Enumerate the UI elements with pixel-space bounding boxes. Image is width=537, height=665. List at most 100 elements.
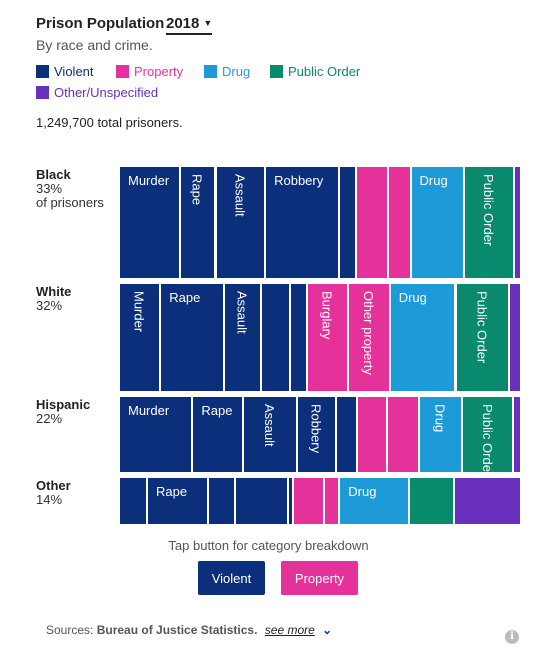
row-label-hispanic: Hispanic 22% [36, 398, 90, 426]
segment-label: Drug [432, 404, 448, 433]
segment-hispanic-public-order-8[interactable]: Public Order [463, 397, 513, 472]
see-more-link[interactable]: see more [264, 623, 315, 637]
segment-label: Drug [348, 484, 377, 499]
segment-hispanic-property-5[interactable] [358, 397, 387, 472]
row-name: Other [36, 478, 71, 493]
legend-swatch-violent [36, 65, 49, 78]
legend-label-drug: Drug [222, 64, 251, 79]
row-pct: 14% [36, 492, 63, 507]
segment-hispanic-violent-0[interactable]: Murder [120, 397, 192, 472]
segment-label: Drug [419, 173, 448, 188]
segment-label: Public Order [479, 404, 495, 472]
chevron-down-icon[interactable]: ⌄ [322, 623, 333, 637]
sources-prefix: Sources: [46, 623, 94, 637]
sources-line: Sources: Bureau of Justice Statistics. s… [46, 623, 332, 637]
segment-black-violent-3[interactable]: Robbery [266, 167, 338, 278]
row-name: Black [36, 167, 71, 182]
segment-label: Murder [128, 403, 170, 418]
segment-label: Robbery [308, 404, 324, 454]
legend-label-violent: Violent [54, 64, 94, 79]
segment-label: Robbery [274, 173, 324, 188]
segment-other-violent-2[interactable] [209, 478, 235, 524]
segment-white-other-unspecified-9[interactable] [510, 284, 520, 391]
segment-label: Burglary [319, 291, 335, 340]
row-name: White [36, 284, 72, 299]
legend-label-other: Other/Unspecified [54, 85, 159, 100]
row-label-white: White 32% [36, 285, 71, 313]
segment-label: Assault [232, 174, 248, 217]
caret-down-icon: ▼ [203, 18, 213, 28]
segment-white-violent-0[interactable]: Murder [120, 284, 160, 391]
segment-label: Rape [156, 484, 188, 499]
segment-white-violent-3[interactable] [262, 284, 290, 391]
segment-hispanic-violent-3[interactable]: Robbery [297, 397, 336, 472]
violent-button[interactable]: Violent [198, 561, 265, 595]
segment-black-property-6[interactable] [389, 167, 410, 278]
segment-white-property-5[interactable]: Burglary [308, 284, 348, 391]
property-button[interactable]: Property [281, 561, 358, 595]
total-prisoners: 1,249,700 total prisoners. [36, 115, 183, 130]
segment-white-public-order-8[interactable]: Public Order [456, 284, 509, 391]
row-label-other: Other 14% [36, 479, 71, 507]
segment-other-violent-1[interactable]: Rape [148, 478, 208, 524]
info-icon[interactable]: i [505, 630, 519, 644]
segment-black-violent-0[interactable]: Murder [120, 167, 179, 278]
segment-white-violent-4[interactable] [291, 284, 306, 391]
segment-label: Other property [361, 291, 377, 375]
chart-title: Prison Population [36, 15, 165, 32]
segment-hispanic-violent-1[interactable]: Rape [193, 397, 243, 472]
segment-hispanic-property-6[interactable] [388, 397, 419, 472]
segment-label: Public Order [474, 291, 490, 364]
segment-black-drug-7[interactable]: Drug [411, 167, 463, 278]
segment-label: Murder [131, 291, 147, 333]
segment-black-property-5[interactable] [356, 167, 387, 278]
segment-hispanic-other-unspecified-9[interactable] [514, 397, 520, 472]
segment-black-public-order-8[interactable]: Public Order [465, 167, 513, 278]
legend-item-property[interactable]: Property [116, 64, 183, 79]
segment-label: Rape [169, 290, 201, 305]
legend-item-other[interactable]: Other/Unspecified [36, 85, 158, 100]
segment-white-violent-2[interactable]: Assault [225, 284, 260, 391]
row-sub: of prisoners [36, 195, 104, 210]
segment-other-drug-7[interactable]: Drug [340, 478, 408, 524]
segment-label: Assault [234, 291, 250, 334]
segment-hispanic-drug-7[interactable]: Drug [420, 397, 462, 472]
segment-other-public-order-8[interactable] [409, 478, 454, 524]
legend-item-public-order[interactable]: Public Order [270, 64, 360, 79]
segment-hispanic-violent-2[interactable]: Assault [244, 397, 296, 472]
segment-other-violent-4[interactable] [289, 478, 293, 524]
year-selector[interactable]: 2018 ▼ [166, 15, 213, 35]
segment-label: Public Order [481, 174, 496, 247]
row-pct: 32% [36, 298, 63, 313]
legend-item-violent[interactable]: Violent [36, 64, 94, 79]
sources-name: Bureau of Justice Statistics. [96, 623, 258, 637]
legend-item-drug[interactable]: Drug [204, 64, 250, 79]
segment-black-violent-1[interactable]: Rape [180, 167, 215, 278]
row-name: Hispanic [36, 397, 91, 412]
segment-black-other-unspecified-9[interactable] [515, 167, 520, 278]
row-pct: 22% [36, 411, 63, 426]
segment-white-violent-1[interactable]: Rape [161, 284, 224, 391]
year-value: 2018 [166, 15, 200, 32]
legend-label-property: Property [134, 64, 184, 79]
segment-other-other-unspecified-9[interactable] [455, 478, 520, 524]
segment-other-violent-3[interactable] [236, 478, 288, 524]
segment-black-violent-2[interactable]: Assault [216, 167, 265, 278]
segment-other-property-6[interactable] [325, 478, 339, 524]
legend-swatch-public-order [270, 65, 283, 78]
legend-swatch-drug [204, 65, 217, 78]
segment-black-violent-4[interactable] [339, 167, 355, 278]
legend-label-public-order: Public Order [288, 64, 361, 79]
row-pct: 33% [36, 181, 63, 196]
segment-label: Rape [201, 403, 233, 418]
segment-label: Murder [128, 173, 170, 188]
legend-swatch-other [36, 86, 49, 99]
segment-label: Drug [398, 290, 427, 305]
segment-hispanic-violent-4[interactable] [337, 397, 356, 472]
segment-white-drug-7[interactable]: Drug [390, 284, 455, 391]
segment-other-violent-0[interactable] [120, 478, 146, 524]
segment-white-property-6[interactable]: Other property [349, 284, 389, 391]
segment-other-property-5[interactable] [294, 478, 324, 524]
segment-label: Rape [189, 174, 205, 206]
chart-subtitle: By race and crime. [36, 37, 153, 53]
